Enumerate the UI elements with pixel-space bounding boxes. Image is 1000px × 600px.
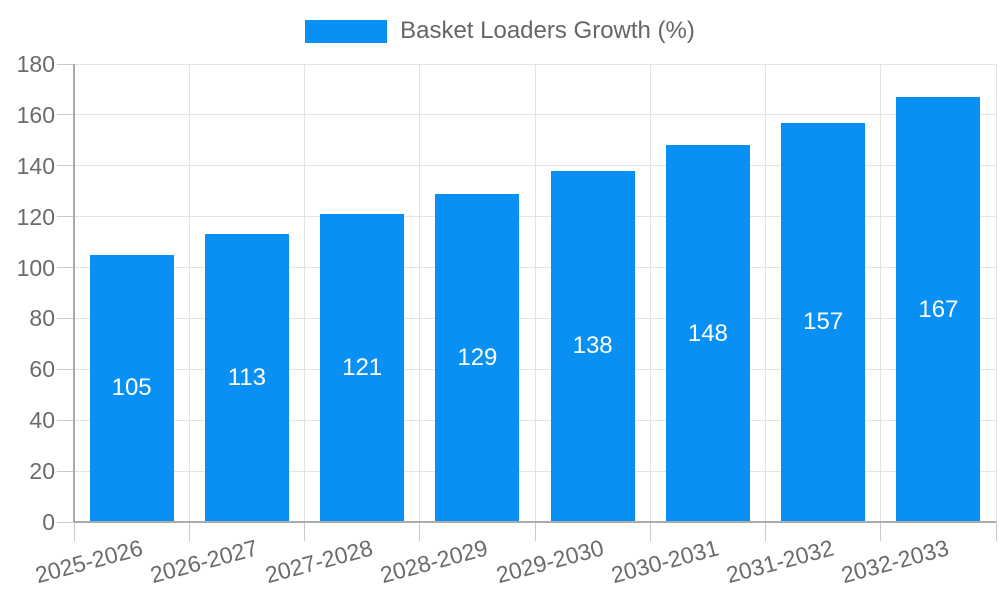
- gridline-vertical: [534, 64, 536, 522]
- bar-value-label: 121: [342, 354, 383, 382]
- legend: Basket Loaders Growth (%): [0, 17, 1000, 45]
- x-axis-tick: [995, 522, 997, 541]
- gridline-vertical: [649, 64, 651, 522]
- y-axis-tick-label: 40: [29, 407, 55, 434]
- y-axis-tick: [57, 216, 74, 218]
- y-axis-tick-label: 80: [29, 305, 55, 332]
- y-axis-tick-label: 0: [42, 509, 55, 535]
- y-axis-tick-label: 20: [29, 458, 55, 485]
- x-axis-tick: [188, 522, 190, 541]
- gridline-vertical: [304, 64, 305, 522]
- x-axis-tick: [765, 522, 766, 541]
- y-axis-tick: [57, 470, 74, 472]
- gridline-vertical: [765, 64, 766, 522]
- y-axis-tick-label: 160: [16, 101, 55, 128]
- y-axis-tick: [57, 419, 74, 421]
- gridline-vertical: [880, 64, 882, 522]
- bar: 138: [550, 170, 635, 522]
- bar-value-label: 105: [111, 374, 152, 402]
- y-axis-tick: [57, 317, 74, 319]
- x-axis-tick: [419, 522, 421, 541]
- x-axis-line: [74, 521, 996, 523]
- bar: 113: [204, 234, 289, 522]
- x-axis-tick: [304, 522, 305, 541]
- bar-value-label: 138: [572, 332, 613, 360]
- x-axis-tick: [73, 522, 75, 541]
- gridline-vertical: [419, 64, 421, 522]
- x-axis-tick-label: 2026-2027: [147, 534, 261, 589]
- gridline-vertical: [188, 64, 190, 522]
- legend-swatch: [305, 19, 388, 43]
- bar: 129: [435, 193, 520, 522]
- y-axis-tick-label: 60: [29, 356, 55, 383]
- bar: 157: [781, 122, 866, 522]
- y-axis-tick: [57, 267, 74, 269]
- bar: 148: [665, 145, 750, 522]
- x-axis-tick: [649, 522, 651, 541]
- y-axis-tick: [57, 368, 74, 370]
- legend-label: Basket Loaders Growth (%): [400, 17, 695, 44]
- x-axis-tick-label: 2030-2031: [608, 534, 722, 589]
- bar-value-label: 129: [457, 343, 498, 371]
- x-axis-tick: [534, 522, 536, 541]
- x-axis-tick-label: 2028-2029: [377, 534, 491, 589]
- x-axis-tick-label: 2031-2032: [723, 534, 837, 589]
- x-axis-tick: [880, 522, 882, 541]
- y-axis-tick-label: 180: [16, 51, 55, 77]
- y-axis-tick-label: 120: [16, 203, 55, 230]
- gridline-vertical: [995, 64, 997, 522]
- y-axis-tick: [57, 521, 74, 523]
- bar: 105: [89, 254, 174, 522]
- x-axis-tick-label: 2027-2028: [262, 534, 376, 589]
- y-axis-tick: [57, 63, 74, 65]
- y-axis-tick: [57, 114, 74, 116]
- x-axis-tick-label: 2032-2033: [838, 534, 952, 589]
- x-axis-tick-label: 2025-2026: [32, 534, 145, 589]
- y-axis-tick-label: 140: [16, 152, 55, 179]
- y-axis-tick-label: 100: [16, 254, 55, 281]
- bar-value-label: 167: [918, 295, 959, 323]
- bar-value-label: 157: [803, 308, 844, 336]
- bar: 121: [320, 214, 405, 522]
- bar-value-label: 113: [227, 364, 266, 392]
- bar-value-label: 148: [687, 319, 728, 347]
- y-axis-tick: [57, 165, 74, 167]
- y-axis-line: [73, 64, 75, 522]
- x-axis-tick-label: 2029-2030: [493, 534, 606, 589]
- bar: 167: [896, 97, 981, 522]
